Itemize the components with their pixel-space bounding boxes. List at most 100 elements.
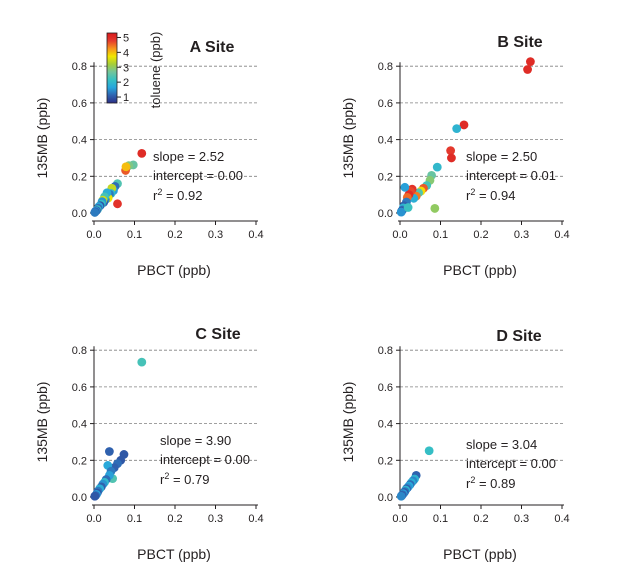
x-tick-label: 0.3 — [514, 229, 529, 241]
y-tick-label: 0.8 — [72, 345, 87, 357]
panel-a: 0.0 0.2 0.4 0.6 0.8 0.0 0.1 0.2 0.3 0.4 PBCT (ppb)… — [34, 32, 264, 278]
data-point — [526, 57, 535, 67]
data-point — [447, 153, 456, 163]
r-squared-label: r2 = 0.94 — [466, 187, 515, 203]
r-squared-value: = 0.89 — [475, 476, 515, 491]
colorbar-tick-label: 3 — [123, 62, 129, 74]
x-tick-label: 0.3 — [514, 513, 529, 525]
y-tick-label: 0.0 — [378, 208, 393, 220]
panel-title: B Site — [497, 34, 542, 51]
r-squared-label: r2 = 0.92 — [153, 187, 202, 203]
y-tick-label: 0.8 — [378, 61, 393, 73]
y-tick-label: 0.8 — [72, 61, 87, 73]
colorbar-title: toluene (ppb) — [148, 32, 163, 109]
intercept-label: intercept = 0.01 — [466, 168, 556, 183]
data-point — [400, 182, 410, 192]
x-tick-label: 0.0 — [86, 513, 101, 525]
r-squared-exponent: 2 — [470, 187, 475, 197]
panel-title: A Site — [190, 39, 235, 56]
y-tick-label: 0.6 — [72, 98, 87, 110]
y-tick-label: 0.0 — [72, 492, 87, 504]
y-tick-label: 0.2 — [72, 455, 87, 467]
colorbar-tick-label: 5 — [123, 32, 129, 44]
y-axis-title: 135MB (ppb) — [340, 382, 356, 463]
panel-title: D Site — [496, 328, 541, 345]
x-tick-label: 0.1 — [127, 229, 142, 241]
data-point — [430, 204, 440, 213]
data-point — [121, 162, 131, 172]
y-axis-title: 135MB (ppb) — [340, 98, 356, 179]
y-tick-label: 0.2 — [72, 171, 87, 183]
y-tick-label: 0.4 — [378, 419, 393, 431]
r-squared-value: = 0.92 — [162, 188, 202, 203]
x-tick-label: 0.1 — [127, 513, 142, 525]
slope-label: slope = 3.04 — [466, 437, 537, 452]
data-point — [104, 447, 114, 456]
colorbar-bar — [106, 32, 118, 104]
r-squared-value: = 0.79 — [169, 472, 209, 487]
x-tick-label: 0.4 — [554, 229, 569, 241]
x-axis-title: PBCT (ppb) — [137, 546, 211, 562]
y-tick-label: 0.0 — [378, 492, 393, 504]
x-tick-label: 0.0 — [392, 513, 407, 525]
data-point — [459, 120, 469, 130]
x-tick-label: 0.0 — [86, 229, 101, 241]
r-squared-symbol: r — [466, 476, 471, 491]
y-axis-title: 135MB (ppb) — [34, 98, 50, 179]
x-tick-label: 0.4 — [248, 229, 263, 241]
data-point — [403, 203, 413, 212]
data-point — [90, 491, 100, 501]
r-squared-exponent: 2 — [164, 471, 169, 481]
y-tick-label: 0.2 — [378, 171, 393, 183]
colorbar: 1 2 3 4 5 toluene (ppb) — [106, 32, 163, 109]
x-tick-label: 0.1 — [433, 229, 448, 241]
x-axis-title: PBCT (ppb) — [137, 262, 211, 278]
x-axis-title: PBCT (ppb) — [443, 546, 517, 562]
r-squared-label: r2 = 0.79 — [160, 471, 209, 487]
data-point — [137, 148, 147, 158]
data-point — [446, 146, 456, 156]
y-tick-label: 0.4 — [72, 419, 87, 431]
r-squared-symbol: r — [160, 472, 165, 487]
colorbar-tick-label: 1 — [123, 92, 129, 104]
x-tick-label: 0.4 — [554, 513, 569, 525]
data-point — [432, 162, 442, 172]
intercept-label: intercept = 0.00 — [160, 452, 250, 467]
colorbar-tick-label: 2 — [123, 77, 129, 89]
y-tick-label: 0.6 — [72, 382, 87, 394]
y-tick-label: 0.6 — [378, 382, 393, 394]
data-point — [452, 124, 462, 133]
slope-label: slope = 3.90 — [160, 433, 231, 448]
y-axis-title: 135MB (ppb) — [34, 382, 50, 463]
data-point — [113, 199, 122, 209]
panel-title: C Site — [195, 326, 240, 343]
x-tick-label: 0.4 — [248, 513, 263, 525]
y-tick-label: 0.4 — [72, 135, 87, 147]
intercept-label: intercept = 0.00 — [153, 168, 243, 183]
x-tick-label: 0.2 — [167, 229, 182, 241]
panel-c: 0.0 0.2 0.4 0.6 0.8 0.0 0.1 0.2 0.3 0.4 PBCT (ppb)… — [34, 326, 264, 562]
data-point — [396, 491, 406, 501]
y-tick-label: 0.8 — [378, 345, 393, 357]
x-tick-label: 0.3 — [208, 513, 223, 525]
panel-b: 0.0 0.2 0.4 0.6 0.8 0.0 0.1 0.2 0.3 0.4 PBCT (ppb)… — [340, 34, 570, 278]
x-tick-label: 0.2 — [167, 513, 182, 525]
data-point — [424, 446, 434, 456]
panel-d: 0.0 0.2 0.4 0.6 0.8 0.0 0.1 0.2 0.3 0.4 PBCT (ppb)… — [340, 328, 570, 562]
data-point — [90, 208, 100, 217]
x-tick-label: 0.1 — [433, 513, 448, 525]
colorbar-tick-label: 4 — [123, 47, 129, 59]
r-squared-exponent: 2 — [157, 187, 162, 197]
x-tick-label: 0.3 — [208, 229, 223, 241]
x-tick-label: 0.2 — [473, 513, 488, 525]
r-squared-symbol: r — [466, 188, 471, 203]
data-point — [396, 207, 406, 217]
r-squared-symbol: r — [153, 188, 158, 203]
r-squared-exponent: 2 — [470, 475, 475, 485]
y-tick-label: 0.6 — [378, 98, 393, 110]
r-squared-label: r2 = 0.89 — [466, 475, 515, 491]
intercept-label: intercept = 0.00 — [466, 456, 556, 471]
y-tick-label: 0.4 — [378, 135, 393, 147]
slope-label: slope = 2.52 — [153, 149, 224, 164]
